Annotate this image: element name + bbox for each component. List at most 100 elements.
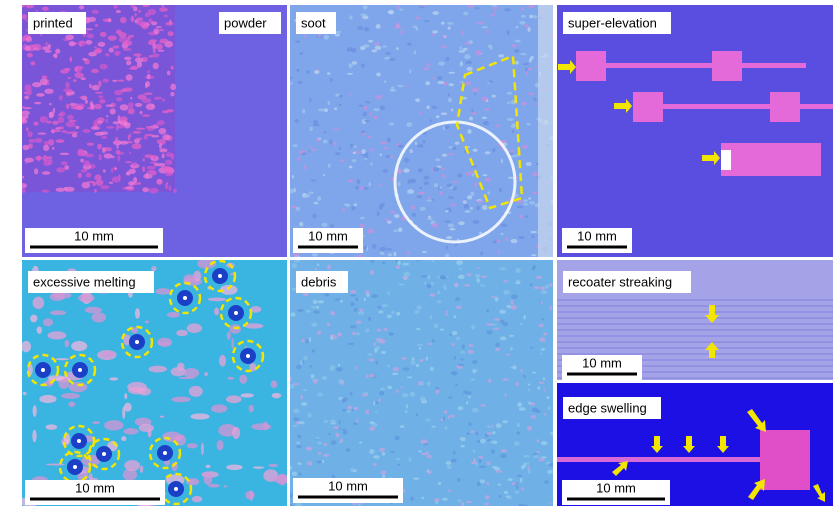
speck — [307, 413, 311, 418]
speck — [300, 52, 304, 55]
speck — [271, 380, 278, 388]
speck — [48, 158, 53, 165]
speck — [126, 60, 131, 65]
speck — [528, 197, 531, 199]
speck — [448, 490, 451, 492]
speck — [506, 497, 512, 499]
speck — [442, 154, 448, 157]
speck — [427, 275, 430, 279]
speck — [528, 402, 531, 404]
speck — [446, 313, 449, 315]
speck — [493, 240, 497, 243]
speck — [28, 143, 33, 148]
speck — [364, 120, 370, 122]
speck — [491, 449, 495, 454]
speck — [315, 437, 319, 440]
speck — [409, 69, 411, 73]
speck — [159, 143, 162, 149]
speck — [507, 478, 512, 481]
speck — [387, 386, 392, 389]
speck — [363, 392, 368, 394]
speck — [517, 206, 524, 209]
speck — [374, 348, 377, 353]
speck — [292, 288, 297, 291]
speck — [46, 464, 65, 466]
speck — [412, 213, 416, 217]
speck — [144, 154, 153, 158]
speck — [472, 88, 478, 93]
speck — [501, 449, 507, 452]
speck — [159, 148, 167, 152]
speck — [311, 306, 316, 309]
speck — [60, 153, 70, 155]
speck — [421, 453, 428, 455]
speck — [364, 187, 368, 189]
speck — [523, 375, 526, 378]
speck — [37, 133, 46, 135]
speck — [398, 283, 405, 285]
speck — [145, 134, 154, 136]
speck — [513, 365, 517, 369]
speck — [421, 4, 427, 6]
speck — [112, 176, 121, 182]
speck — [309, 146, 312, 148]
speck — [486, 30, 490, 33]
speck — [426, 356, 428, 360]
speck — [99, 64, 107, 70]
speck — [457, 173, 462, 177]
speck — [409, 457, 411, 462]
speck — [533, 265, 536, 269]
speck — [69, 41, 76, 46]
speck — [138, 182, 141, 185]
speck — [157, 120, 165, 125]
melt-highlight — [77, 439, 81, 443]
speck — [24, 96, 29, 100]
speck — [306, 447, 313, 451]
scale-label: 10 mm — [75, 480, 115, 495]
speck — [507, 101, 510, 104]
speck — [446, 246, 448, 249]
speck — [353, 423, 358, 425]
speck — [149, 188, 159, 194]
speck — [324, 108, 328, 112]
speck — [71, 341, 87, 351]
speck — [147, 70, 150, 73]
speck — [437, 76, 442, 80]
panel-label: excessive melting — [33, 274, 136, 289]
speck — [145, 82, 147, 88]
speck — [79, 5, 84, 9]
speck — [488, 379, 491, 383]
speck — [428, 471, 432, 474]
speck — [509, 335, 514, 337]
speck — [105, 119, 108, 123]
speck — [454, 283, 458, 287]
speck — [381, 470, 387, 474]
speck — [30, 61, 35, 65]
speck — [363, 5, 368, 9]
speck — [146, 172, 148, 178]
speck — [52, 147, 55, 150]
speck — [339, 441, 343, 443]
speck — [323, 131, 326, 133]
speck — [358, 311, 365, 315]
speck — [81, 77, 86, 80]
scale-label: 10 mm — [582, 355, 622, 370]
speck — [457, 478, 461, 482]
speck — [111, 167, 113, 173]
speck — [92, 312, 107, 322]
speck — [505, 394, 507, 398]
speck — [523, 63, 529, 66]
speck — [394, 252, 397, 256]
speck — [428, 216, 431, 219]
speck — [528, 93, 535, 96]
speck — [480, 252, 483, 255]
speck — [422, 140, 425, 143]
speck — [402, 393, 409, 398]
speck — [495, 297, 499, 302]
speck — [473, 450, 475, 454]
speck — [127, 382, 147, 392]
speck — [292, 425, 297, 427]
speck — [452, 147, 457, 150]
speck — [354, 308, 358, 312]
speck — [95, 92, 103, 94]
